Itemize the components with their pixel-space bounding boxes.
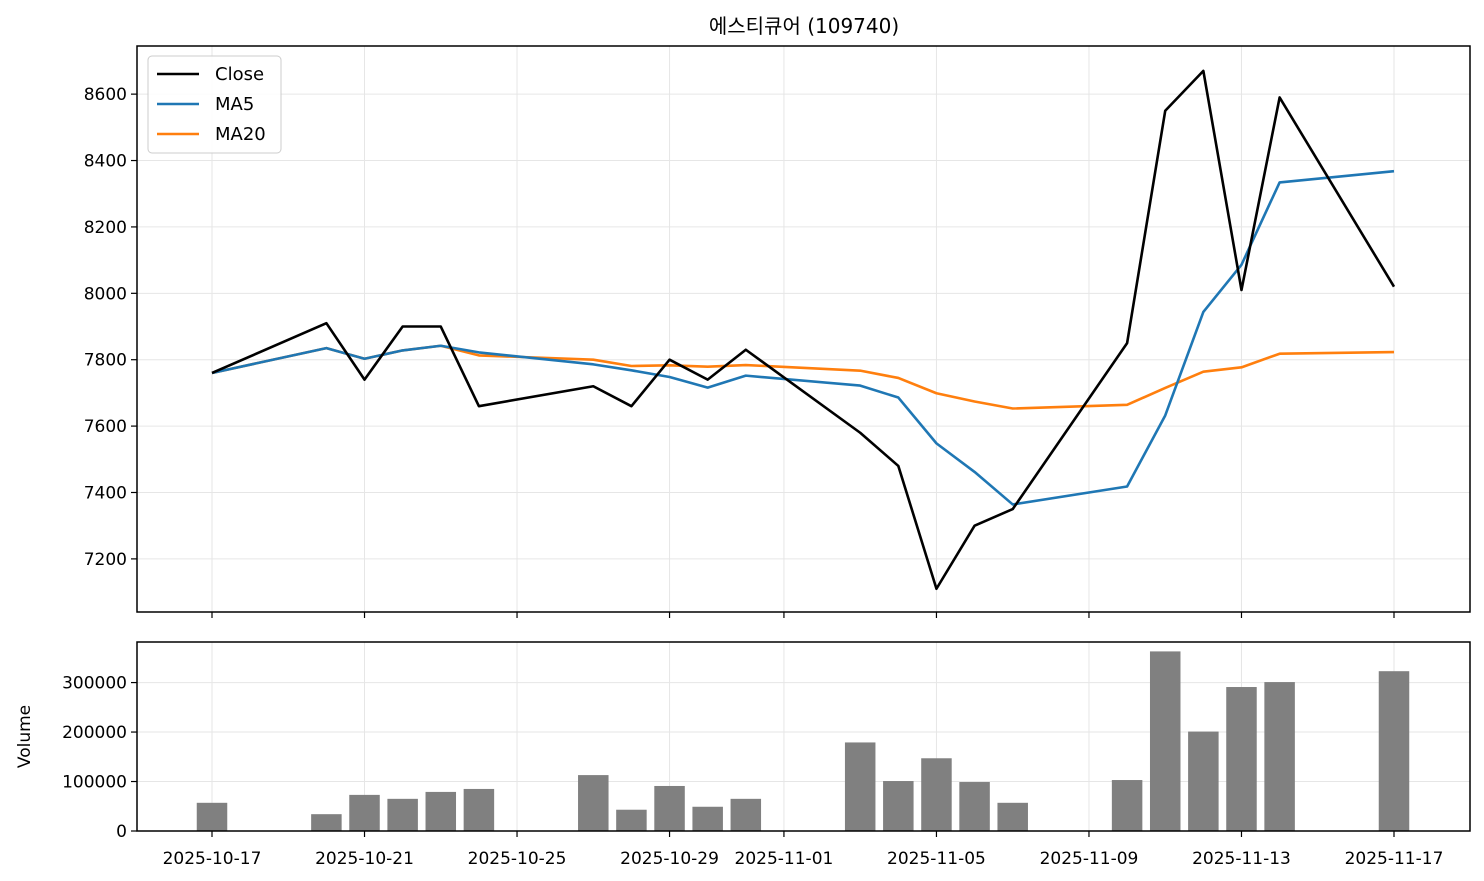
volume-bar [425,791,457,831]
price-y-tick-label: 7400 [84,483,127,503]
price-y-tick-label: 8400 [84,152,127,172]
chart-title: 에스티큐어 (109740) [709,14,899,38]
volume-bar [578,775,609,831]
x-tick-label: 2025-11-05 [887,849,986,869]
series-line-close [211,69,1396,591]
price-y-tick-label: 7800 [84,351,127,371]
x-tick-label: 2025-10-25 [468,849,567,869]
volume-bar [1111,780,1143,831]
legend-box [147,55,282,154]
legend-label-ma20: MA20 [215,124,266,145]
volume-bar [1188,731,1219,831]
volume-bar [997,802,1028,831]
volume-bar [616,809,647,831]
series-line-ma5 [211,169,1395,506]
volume-panel: 0 100000 200000 300000 2025-10-17 2025-10-21 2… [15,641,1471,869]
volume-bar [1226,687,1257,831]
price-y-tick-label: 7200 [84,550,127,570]
x-tick-label: 2025-11-17 [1345,849,1444,869]
volume-bar [349,794,380,831]
volume-bar [883,781,914,831]
volume-bar [1378,671,1410,831]
volume-y-tick-label: 200000 [62,723,127,743]
volume-bar [959,782,990,831]
legend: Close MA5 MA20 [147,55,282,154]
legend-label-ma5: MA5 [215,94,254,115]
volume-bar [463,788,495,831]
price-y-tick-label: 8600 [84,85,127,105]
volume-bar [311,814,342,831]
volume-y-tick-label: 300000 [62,674,127,694]
x-tick-label: 2025-10-29 [620,849,719,869]
price-y-tick-label: 8000 [84,284,127,304]
price-y-tick-label: 8200 [84,218,127,238]
volume-bar [654,785,685,831]
volume-y-tick-label: 0 [116,822,127,842]
volume-bar [844,742,876,831]
volume-bar [730,798,762,831]
price-axes-frame [136,45,1471,613]
x-tick-label: 2025-11-01 [735,849,834,869]
volume-bar [692,806,723,831]
volume-bar [1149,651,1181,831]
x-tick-label: 2025-11-09 [1040,849,1139,869]
price-y-tick-label: 7600 [84,417,127,437]
price-panel: 7200 7400 7600 7800 8000 8200 8400 8600 Close MA5… [84,45,1471,618]
x-tick-label: 2025-10-21 [315,849,414,869]
volume-bar [387,798,418,831]
x-tick-label: 2025-10-17 [163,849,262,869]
volume-bar [1264,682,1295,831]
volume-bar [196,802,228,831]
volume-y-axis-label: Volume [15,705,35,768]
legend-label-close: Close [215,64,264,85]
x-tick-label: 2025-11-13 [1192,849,1291,869]
volume-axes-frame [136,641,1471,832]
volume-bar [921,758,952,831]
volume-y-tick-label: 100000 [62,773,127,793]
